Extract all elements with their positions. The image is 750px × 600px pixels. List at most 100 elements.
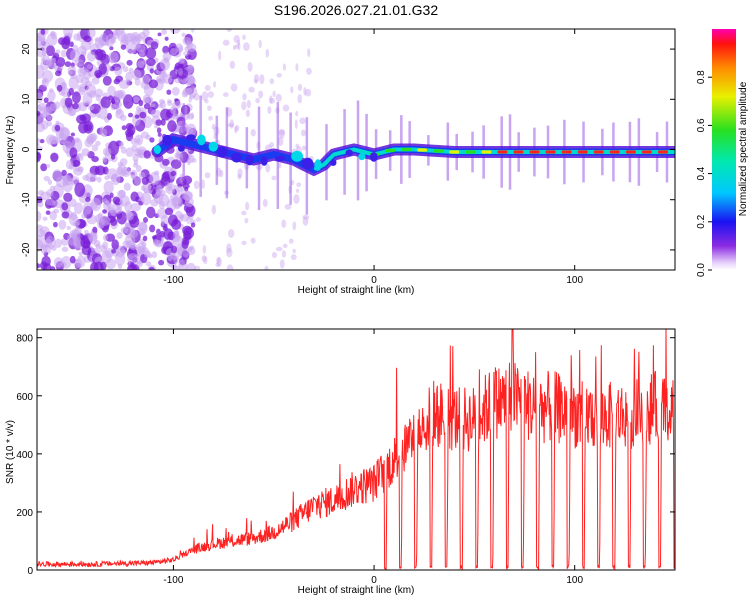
spectrogram-noise-blob <box>188 94 196 100</box>
spectrogram-noise-blob <box>222 39 230 46</box>
spectrogram-ridge-peak <box>417 148 428 152</box>
spectrogram-noise-blob <box>203 256 208 265</box>
spectrogram-noise-blob <box>186 157 191 166</box>
spectrogram-noise-blob <box>50 152 59 163</box>
spectrogram-noise-blob <box>119 114 127 121</box>
spectrogram-noise-blob <box>121 34 128 44</box>
spectrogram-noise-blob <box>50 266 56 270</box>
spectrogram-noise-blob <box>162 158 170 166</box>
snr-ticks: -100 0 100 0 200 400 600 800 <box>16 329 675 586</box>
spectrogram-ridge-peak <box>625 150 636 154</box>
spectrogram-noise-blob <box>81 212 87 219</box>
spectrogram-noise-blob <box>77 83 88 93</box>
spectrogram-noise-blob <box>207 105 212 111</box>
spectrogram-noise-blob <box>230 83 238 92</box>
spectrogram-noise-blob <box>87 29 96 38</box>
spectrogram-noise-blob <box>237 42 241 51</box>
spectrogram-noise-blob <box>39 139 45 144</box>
spectrogram-ridge-blob <box>345 149 354 156</box>
spectrogram-noise-blob <box>91 76 100 85</box>
spectrogram-noise-blob <box>295 63 299 72</box>
spectrogram-noise-blob <box>169 29 181 34</box>
spectrogram-noise-blob <box>170 245 178 254</box>
spectrogram-noise-blob <box>185 87 193 95</box>
snr-background <box>37 329 675 570</box>
spectrogram-ridge-peak <box>641 150 652 154</box>
spectrogram-noise-blob <box>37 152 41 163</box>
spectrogram-noise-blob <box>211 204 217 215</box>
spectrogram-noise-blob <box>213 81 217 88</box>
spectrogram-noise-blob <box>178 259 186 267</box>
spectrogram-noise-blob <box>141 192 152 206</box>
spectrogram-noise-blob <box>265 163 271 173</box>
spectrogram-noise-blob <box>304 88 312 97</box>
spectrogram-noise-blob <box>158 99 165 105</box>
spectrogram-noise-blob <box>72 159 81 167</box>
spectrogram-noise-blob <box>150 109 161 118</box>
spectrogram-noise-blob <box>43 175 50 182</box>
spectrogram-noise-blob <box>37 229 46 238</box>
spectrogram-noise-blob <box>94 48 104 61</box>
spectrogram-noise-blob <box>184 54 192 60</box>
spectrogram-noise-blob <box>41 77 49 88</box>
spectrogram-noise-blob <box>111 239 119 250</box>
spectrogram-ridge-peak <box>593 150 604 154</box>
spectrogram-noise-blob <box>152 239 160 247</box>
spectrogram-noise-blob <box>136 242 147 254</box>
spectrogram-noise-blob <box>171 219 182 231</box>
spectrogram-noise-blob <box>54 124 61 132</box>
spectrogram-ylabel: Frequency (Hz) <box>5 116 16 185</box>
spectrogram-noise-blob <box>186 43 197 52</box>
spectrogram-noise-blob <box>176 150 184 159</box>
spectrogram-noise-blob <box>306 67 312 75</box>
spectrogram-noise-blob <box>120 226 129 234</box>
spectrogram-noise-blob <box>267 106 272 114</box>
spectrogram-noise-blob <box>75 74 84 84</box>
spectrogram-noise-blob <box>175 197 182 203</box>
spectrogram-noise-blob <box>145 261 152 267</box>
snr-xtick-label: -100 <box>163 575 183 586</box>
spectrogram-noise-blob <box>301 145 306 151</box>
snr-frame <box>36 328 676 571</box>
spectrogram-noise-blob <box>269 141 275 148</box>
spectrogram-noise-blob <box>288 238 294 244</box>
spectrogram-noise-blob <box>88 105 95 111</box>
spectrogram-ridge-blob <box>197 134 206 146</box>
spectrogram-noise-blob <box>202 244 207 254</box>
spectrogram-noise-blob <box>83 201 93 215</box>
snr-panel: -100 0 100 0 200 400 600 800 Height of straight… <box>5 328 676 596</box>
spectrogram-ridge-peak <box>465 150 476 154</box>
snr-ytick-label: 800 <box>16 334 33 345</box>
spectrogram-noise-blob <box>152 235 157 240</box>
spectrogram-noise-blob <box>90 262 99 270</box>
spectrogram-noise-blob <box>61 87 70 98</box>
spectrogram-noise-blob <box>162 74 173 84</box>
spectrogram-noise-blob <box>234 124 240 132</box>
spectrogram-noise-blob <box>159 58 171 71</box>
spectrogram-noise-blob <box>60 255 72 269</box>
spectrogram-noise-blob <box>61 246 69 253</box>
spectrogram-noise-blob <box>50 31 57 40</box>
spectrogram-noise-blob <box>279 259 285 269</box>
spectrogram-noise-blob <box>54 238 62 249</box>
spectrogram-noise-blob <box>98 106 108 120</box>
spectrogram-noise-blob <box>190 222 196 228</box>
spectrogram-noise-blob <box>95 94 101 102</box>
spectrogram-noise-blob <box>170 170 177 177</box>
spectrogram-noise-blob <box>82 240 91 249</box>
spectrogram-noise-blob <box>129 262 135 269</box>
spectrogram-noise-blob <box>95 243 101 250</box>
spectrogram-noise-blob <box>117 189 126 199</box>
spectrogram-noise-blob <box>73 33 82 41</box>
spectrogram-noise-blob <box>117 161 124 167</box>
spectrogram-ridge-peak <box>529 150 540 154</box>
spectrogram-noise-blob <box>167 120 177 133</box>
spectrogram-noise-blob <box>46 120 53 127</box>
spectrogram-noise-blob <box>112 196 121 205</box>
spectrogram-noise-blob <box>131 69 142 81</box>
spectrogram-noise-blob <box>46 115 52 121</box>
spectrogram-noise-blob <box>173 230 180 238</box>
spectrogram-noise-blob <box>37 142 40 147</box>
snr-ylabel: SNR (10 * v/v) <box>5 420 16 484</box>
